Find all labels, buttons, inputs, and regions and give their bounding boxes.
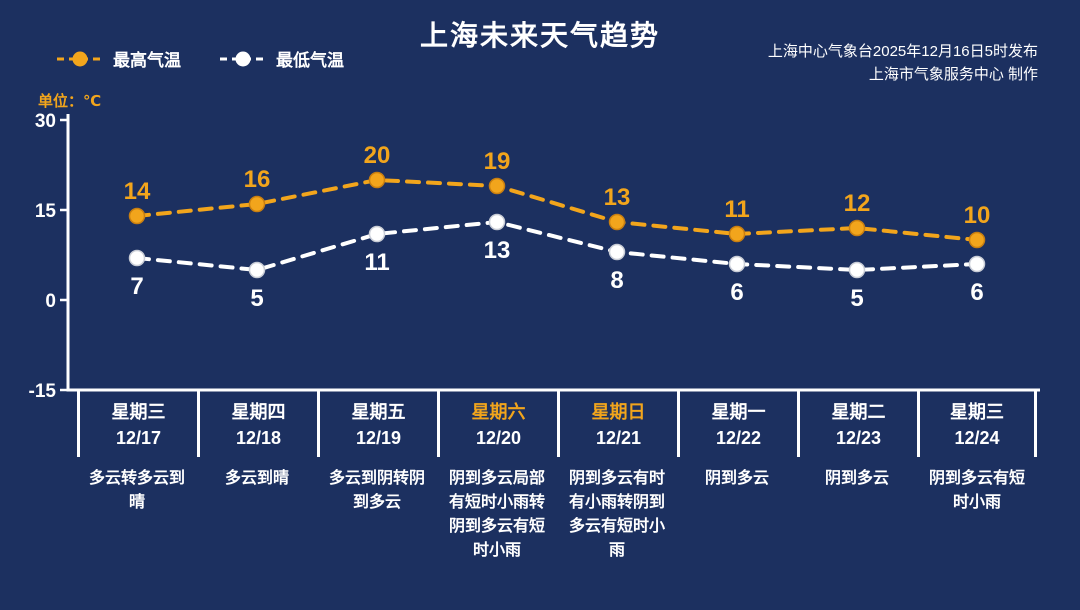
forecast-day-grid: 星期三 12/17 多云转多云到晴 星期四 12/18 多云到晴 星期五 12/…	[77, 391, 1037, 563]
legend-item-max: 最高气温	[56, 46, 181, 71]
y-tick-label: -15	[29, 381, 57, 400]
data-point-marker	[608, 213, 626, 231]
day-column: 星期四 12/18 多云到晴	[197, 391, 317, 563]
day-column: 星期三 12/24 阴到多云有短时小雨	[917, 391, 1037, 563]
data-point-marker	[608, 243, 626, 261]
day-column: 星期五 12/19 多云到阴转阴到多云	[317, 391, 437, 563]
publisher-line-2: 上海市气象服务中心 制作	[868, 66, 1038, 84]
data-point-label: 11	[724, 196, 749, 223]
unit-label: 单位：℃	[38, 93, 102, 110]
data-point-label: 13	[484, 237, 511, 264]
weekday-label: 星期一	[711, 402, 766, 422]
data-point-marker	[968, 255, 986, 273]
legend-item-min: 最低气温	[219, 46, 344, 71]
data-point-marker	[248, 261, 266, 279]
day-column: 星期六 12/20 阴到多云局部有短时小雨转阴到多云有短时小雨	[437, 391, 557, 563]
y-tick-label: 0	[45, 291, 56, 312]
weather-description: 阴到多云有短时小雨	[928, 470, 1025, 511]
data-point-marker	[488, 213, 506, 231]
data-point-marker	[248, 195, 266, 213]
data-point-label: 6	[730, 279, 743, 306]
date-label: 12/21	[595, 428, 642, 448]
data-point-marker	[128, 207, 146, 225]
publisher-line-1: 上海中心气象台2025年12月16日5时发布	[767, 43, 1038, 60]
day-column: 星期一 12/22 阴到多云	[677, 391, 797, 563]
weekday-label: 星期三	[111, 402, 166, 422]
date-label: 12/17	[115, 428, 162, 448]
data-point-marker	[848, 219, 866, 237]
min-temp-line	[135, 219, 979, 273]
day-column: 星期日 12/21 阴到多云有时有小雨转阴到多云有短时小雨	[557, 391, 677, 563]
max-temp-line	[135, 177, 979, 242]
weekday-label: 星期四	[231, 402, 286, 422]
data-point-label: 5	[250, 285, 263, 312]
weekday-label: 星期二	[831, 402, 886, 422]
data-point-label: 6	[970, 279, 983, 306]
data-point-label: 7	[130, 273, 143, 300]
data-point-label: 14	[124, 178, 151, 205]
weather-description: 阴到多云局部有短时小雨转阴到多云有短时小雨	[448, 470, 545, 559]
legend-min-label: 最低气温	[276, 51, 344, 70]
day-column: 星期三 12/17 多云转多云到晴	[77, 391, 197, 563]
date-label: 12/20	[475, 428, 522, 448]
data-point-label: 10	[964, 202, 991, 229]
publisher-info: 上海中心气象台2025年12月16日5时发布 上海市气象服务中心 制作	[768, 40, 1038, 87]
data-point-label: 13	[604, 184, 631, 211]
date-label: 12/18	[235, 428, 282, 448]
max-temp-legend-icon	[57, 51, 103, 66]
data-point-marker	[728, 255, 746, 273]
data-point-label: 12	[844, 190, 871, 217]
data-point-marker	[488, 177, 506, 195]
weather-description: 阴到多云有时有小雨转阴到多云有短时小雨	[568, 470, 665, 559]
date-label: 12/24	[954, 428, 1000, 448]
weather-description: 多云到晴	[224, 470, 289, 487]
weekday-label: 星期六	[471, 402, 526, 422]
data-point-label: 19	[484, 148, 511, 175]
data-point-marker	[848, 261, 866, 279]
data-point-label: 11	[364, 249, 389, 276]
day-column: 星期二 12/23 阴到多云	[797, 391, 917, 563]
data-point-label: 5	[850, 285, 863, 312]
data-point-marker	[368, 171, 386, 189]
date-label: 12/22	[715, 428, 762, 448]
weekday-label: 星期三	[950, 402, 1004, 422]
page-title: 上海未来天气趋势	[419, 20, 660, 51]
y-tick-label: 15	[35, 201, 57, 222]
data-point-marker	[728, 225, 746, 243]
weather-description: 阴到多云	[824, 470, 889, 487]
weekday-label: 星期日	[591, 402, 646, 422]
date-label: 12/23	[835, 428, 882, 448]
data-point-marker	[368, 225, 386, 243]
y-tick-label: 30	[35, 111, 56, 132]
min-temp-legend-icon	[220, 51, 266, 66]
legend-max-label: 最高气温	[113, 51, 181, 70]
data-point-label: 8	[610, 267, 623, 294]
data-point-marker	[968, 231, 986, 249]
temperature-trend-chart: 30 15 0 -15 14 16 20 19 13 11 12 10 7 5 11 13 8 6 5 6	[29, 111, 1040, 400]
data-point-label: 16	[244, 166, 271, 193]
date-label: 12/19	[355, 428, 402, 448]
weather-description: 多云到阴转阴到多云	[328, 470, 425, 511]
weather-description: 多云转多云到晴	[88, 470, 185, 511]
weekday-label: 星期五	[351, 402, 406, 422]
data-point-label: 20	[364, 142, 391, 169]
data-point-marker	[128, 249, 146, 267]
weather-description: 阴到多云	[704, 470, 769, 487]
chart-legend: 最高气温 最低气温	[56, 46, 344, 71]
